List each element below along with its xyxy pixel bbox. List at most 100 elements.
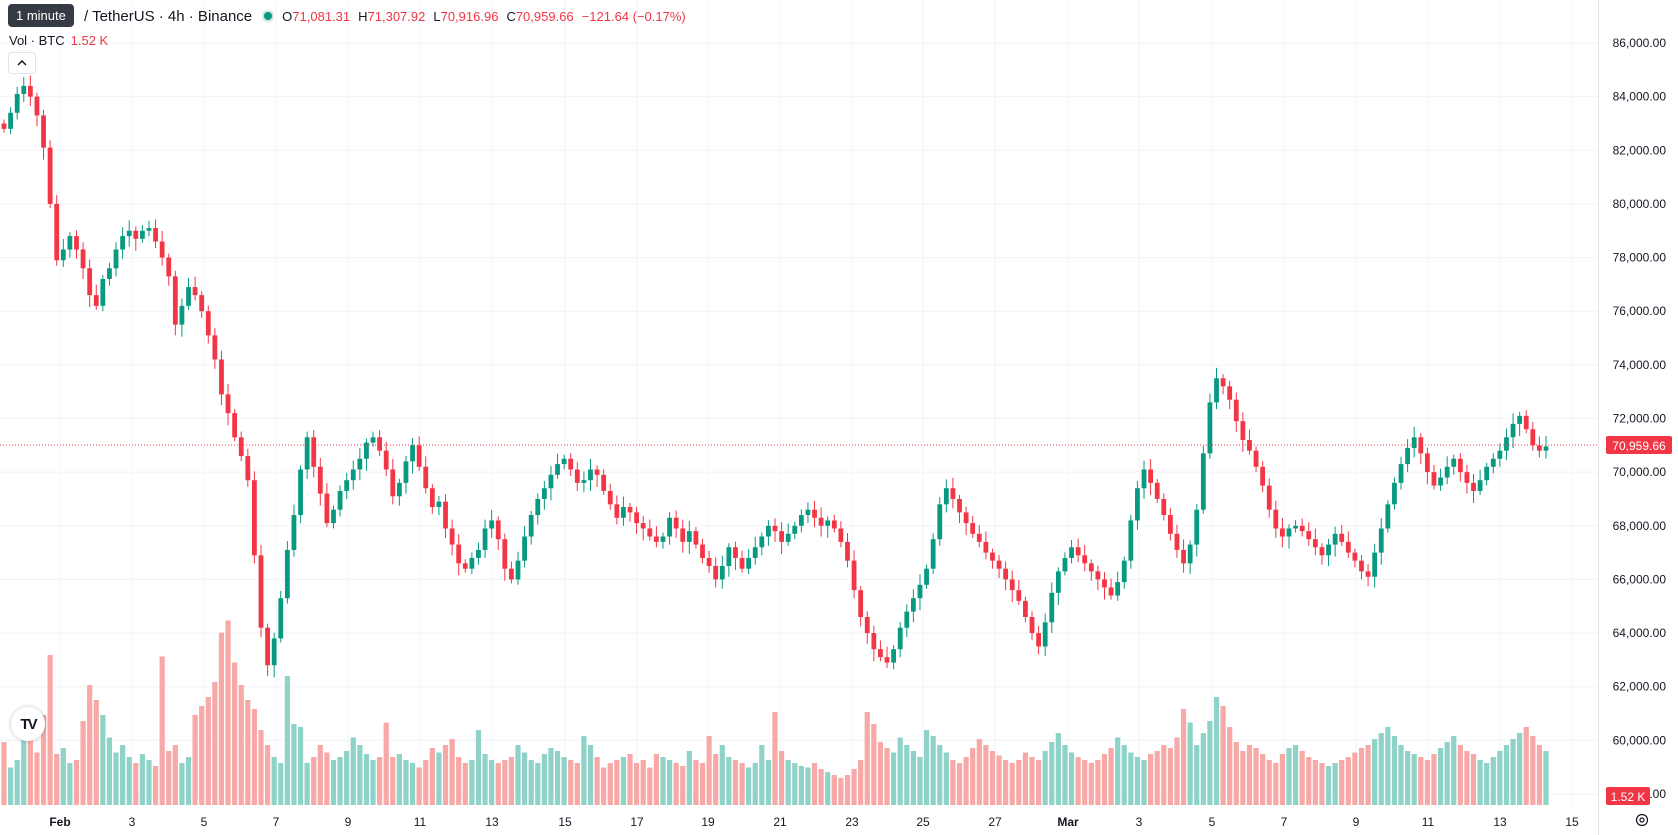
candle-body xyxy=(588,469,593,481)
volume-bar xyxy=(297,727,304,805)
candle-body xyxy=(54,203,60,261)
tradingview-logo-icon[interactable]: TV xyxy=(11,707,45,741)
volume-bar xyxy=(1391,736,1398,805)
volume-bar xyxy=(1207,721,1213,805)
candle-body xyxy=(1247,439,1252,451)
candle-body xyxy=(1194,509,1200,545)
volume-bar xyxy=(1437,748,1444,805)
chart-grid xyxy=(0,0,1598,805)
candle-body xyxy=(1497,450,1503,459)
time-tick-label: 13 xyxy=(1493,815,1507,829)
candle-body xyxy=(1418,437,1424,454)
candle-body xyxy=(120,236,126,250)
volume-bar xyxy=(1398,745,1404,805)
candle-body xyxy=(1464,472,1470,483)
candle-body xyxy=(1260,466,1266,486)
candle-body xyxy=(337,490,343,510)
candle-body xyxy=(139,230,145,239)
candle-body xyxy=(555,464,560,475)
volume-bar xyxy=(34,752,40,805)
volume-badge-bg xyxy=(1606,787,1650,805)
candle-body xyxy=(825,520,831,526)
volume-bar xyxy=(179,763,185,805)
volume-bar xyxy=(1292,745,1299,805)
candle-body xyxy=(1181,549,1186,564)
volume-bar xyxy=(693,760,699,805)
volume-bar xyxy=(1345,757,1351,805)
candle-body xyxy=(798,515,804,526)
candle-body xyxy=(47,147,53,204)
volume-bar xyxy=(910,751,916,805)
candle-body xyxy=(410,445,415,462)
volume-legend[interactable]: Vol · BTC 1.52 K xyxy=(9,33,108,48)
volume-bar xyxy=(1253,748,1259,805)
volume-bar xyxy=(185,757,192,805)
candle-body xyxy=(640,523,646,529)
volume-bar xyxy=(1,742,7,805)
time-tick-label: 11 xyxy=(414,815,427,829)
volume-bar xyxy=(1503,745,1510,805)
volume-bar xyxy=(258,730,264,805)
volume-bar xyxy=(713,754,719,805)
volume-bar xyxy=(489,760,495,805)
candle-body xyxy=(1200,453,1206,510)
volume-bar xyxy=(515,745,521,805)
volume-bar xyxy=(1187,722,1193,805)
time-tick-label: 21 xyxy=(773,815,787,829)
volume-bar xyxy=(1055,733,1061,805)
volume-bar xyxy=(245,700,251,805)
candle-body xyxy=(186,287,191,306)
volume-bar xyxy=(1339,760,1345,805)
volume-bar xyxy=(1497,751,1503,805)
volume-bar xyxy=(1154,751,1160,805)
collapse-legend-button[interactable] xyxy=(8,52,36,74)
candle-body xyxy=(212,335,218,360)
candle-body xyxy=(456,544,462,564)
candle-body xyxy=(851,560,857,591)
candle-body xyxy=(1411,437,1417,449)
volume-bar xyxy=(778,751,785,805)
time-tick-label: 5 xyxy=(201,815,208,829)
candle-body xyxy=(634,512,640,524)
volume-bar xyxy=(528,760,534,805)
volume-bar xyxy=(1358,748,1365,805)
ohlc-close: C70,959.66 xyxy=(506,8,574,24)
candle-body xyxy=(1392,482,1397,505)
candle-body xyxy=(1082,555,1088,564)
volume-bar xyxy=(1470,754,1477,805)
gear-icon[interactable] xyxy=(1634,812,1650,828)
candle-body xyxy=(8,112,13,129)
candle-body xyxy=(1220,378,1226,387)
time-tick-label: 27 xyxy=(988,815,1002,829)
candle-body xyxy=(957,498,962,513)
volume-bar xyxy=(699,763,706,805)
volume-bar xyxy=(1372,739,1378,805)
candle-body xyxy=(469,557,475,569)
volume-bar xyxy=(634,763,640,805)
volume-bar xyxy=(1121,745,1127,805)
candle-body xyxy=(733,547,738,558)
volume-bar xyxy=(805,767,811,805)
volume-bar xyxy=(798,766,804,805)
candle-body xyxy=(1345,541,1351,553)
candle-body xyxy=(1009,579,1015,591)
volume-bar xyxy=(264,745,271,805)
volume-bar xyxy=(80,721,86,805)
volume-bar xyxy=(930,736,936,805)
candle-body xyxy=(21,85,27,94)
candles xyxy=(1,75,1549,678)
candle-body xyxy=(930,539,936,569)
candle-body xyxy=(1444,466,1450,478)
candle-body xyxy=(1332,533,1338,545)
symbol-title[interactable]: / TetherUS · 4h · Binance xyxy=(84,7,253,25)
volume-bar xyxy=(620,757,627,805)
volume-bar xyxy=(436,752,442,805)
volume-bar xyxy=(574,763,580,805)
candle-body xyxy=(1108,587,1114,596)
candle-body xyxy=(1240,421,1246,440)
candle-body xyxy=(232,413,238,438)
volume-bar xyxy=(686,751,692,805)
candle-body xyxy=(937,504,943,540)
market-status-icon[interactable] xyxy=(262,10,275,22)
